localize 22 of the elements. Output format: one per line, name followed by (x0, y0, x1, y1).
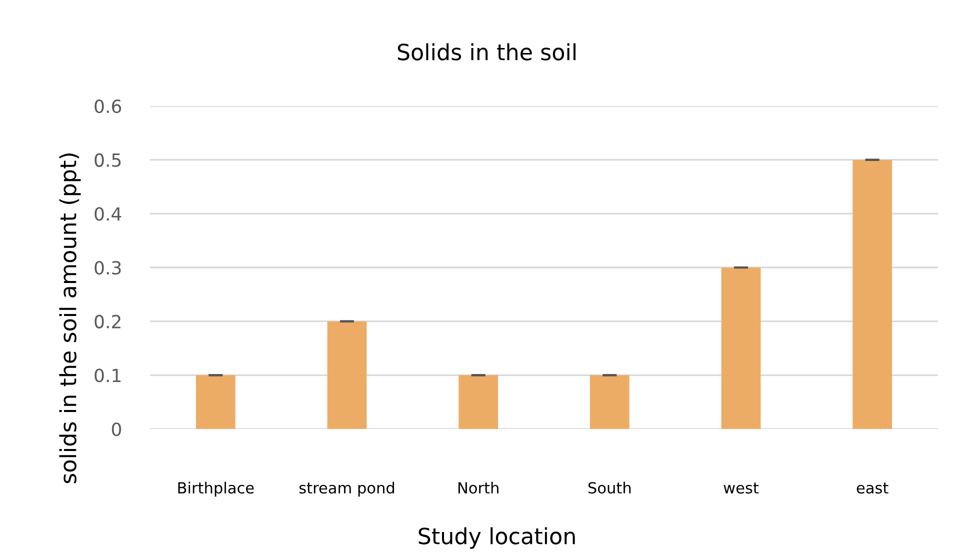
y-tick-label: 0.5 (94, 153, 121, 167)
x-axis-title: Study location (418, 527, 575, 549)
x-tick-label: North (458, 482, 498, 494)
y-tick-label: 0.1 (94, 368, 121, 382)
y-tick-label: 0.2 (94, 314, 120, 328)
x-tick-label: east (856, 482, 888, 494)
y-tick-label: 0.4 (94, 207, 122, 221)
bar (458, 375, 498, 429)
y-axis-title: solids in the soil amount (ppt) (59, 154, 81, 484)
bar (852, 160, 892, 429)
y-tick-label: 0 (112, 422, 122, 436)
bar (721, 268, 761, 429)
x-tick-label: stream pond (299, 482, 394, 497)
y-tick-label: 0.6 (94, 99, 122, 114)
y-tick-label: 0.3 (94, 260, 121, 275)
x-tick-label: Birthplace (178, 482, 254, 497)
x-tick-label: South (588, 482, 631, 494)
bar (196, 375, 236, 429)
chart-title: Solids in the soil (398, 43, 576, 60)
x-tick-label: west (724, 482, 759, 494)
bar (590, 375, 630, 429)
bar (327, 321, 367, 429)
